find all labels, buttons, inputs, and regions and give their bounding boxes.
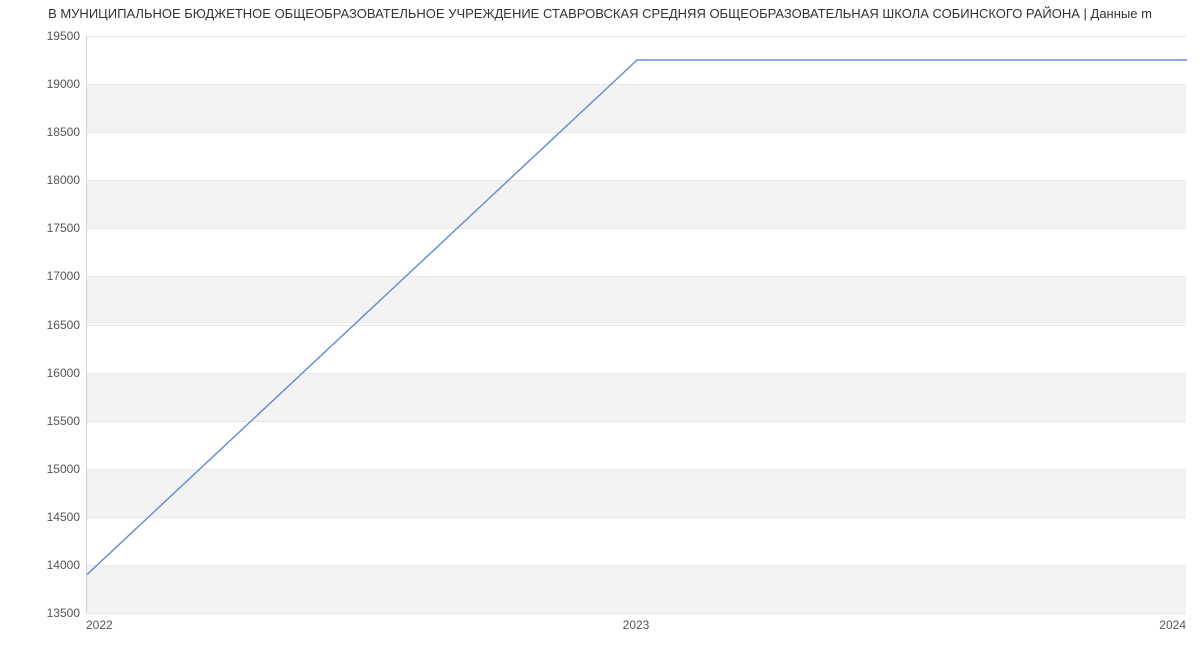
- plot-area: [86, 36, 1186, 613]
- y-tick-label: 17000: [20, 269, 80, 283]
- x-tick-label: 2024: [1159, 618, 1186, 632]
- line-layer: [87, 36, 1186, 612]
- chart-title: В МУНИЦИПАЛЬНОЕ БЮДЖЕТНОЕ ОБЩЕОБРАЗОВАТЕ…: [0, 6, 1200, 21]
- y-tick-label: 18500: [20, 125, 80, 139]
- y-tick-label: 19000: [20, 77, 80, 91]
- x-tick-label: 2022: [86, 618, 113, 632]
- y-tick-label: 15500: [20, 414, 80, 428]
- y-tick-label: 16000: [20, 366, 80, 380]
- y-tick-label: 14500: [20, 510, 80, 524]
- y-tick-label: 17500: [20, 221, 80, 235]
- x-tick-label: 2023: [623, 618, 650, 632]
- main-series-line: [87, 60, 1187, 574]
- y-tick-label: 14000: [20, 558, 80, 572]
- y-tick-label: 13500: [20, 606, 80, 620]
- y-tick-label: 16500: [20, 318, 80, 332]
- grid-line: [87, 613, 1186, 614]
- y-tick-label: 18000: [20, 173, 80, 187]
- y-tick-label: 15000: [20, 462, 80, 476]
- y-tick-label: 19500: [20, 29, 80, 43]
